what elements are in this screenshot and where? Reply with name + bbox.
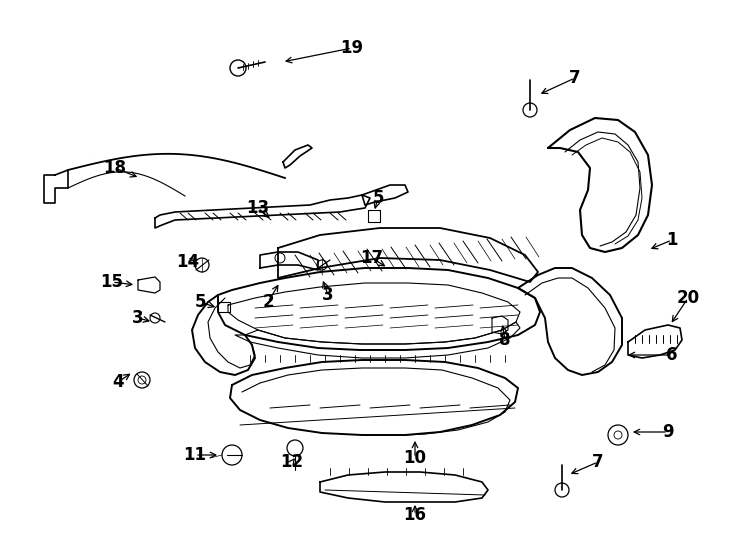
Text: 19: 19 — [341, 39, 363, 57]
Text: 15: 15 — [101, 273, 123, 291]
Text: 5: 5 — [195, 293, 206, 311]
Text: 14: 14 — [176, 253, 200, 271]
Text: 20: 20 — [677, 289, 700, 307]
Text: 18: 18 — [103, 159, 126, 177]
Text: 4: 4 — [112, 373, 124, 391]
Text: 7: 7 — [569, 69, 581, 87]
Text: 5: 5 — [372, 189, 384, 207]
Text: 11: 11 — [184, 446, 206, 464]
Text: 8: 8 — [499, 331, 511, 349]
Text: 3: 3 — [322, 286, 334, 304]
Text: 16: 16 — [404, 506, 426, 524]
Text: 1: 1 — [666, 231, 677, 249]
Text: 12: 12 — [280, 453, 304, 471]
Text: 17: 17 — [360, 249, 384, 267]
Text: 9: 9 — [662, 423, 674, 441]
Text: 13: 13 — [247, 199, 269, 217]
Text: 3: 3 — [132, 309, 144, 327]
Text: 2: 2 — [262, 293, 274, 311]
Text: 6: 6 — [666, 346, 677, 364]
Text: 7: 7 — [592, 453, 604, 471]
Text: 10: 10 — [404, 449, 426, 467]
